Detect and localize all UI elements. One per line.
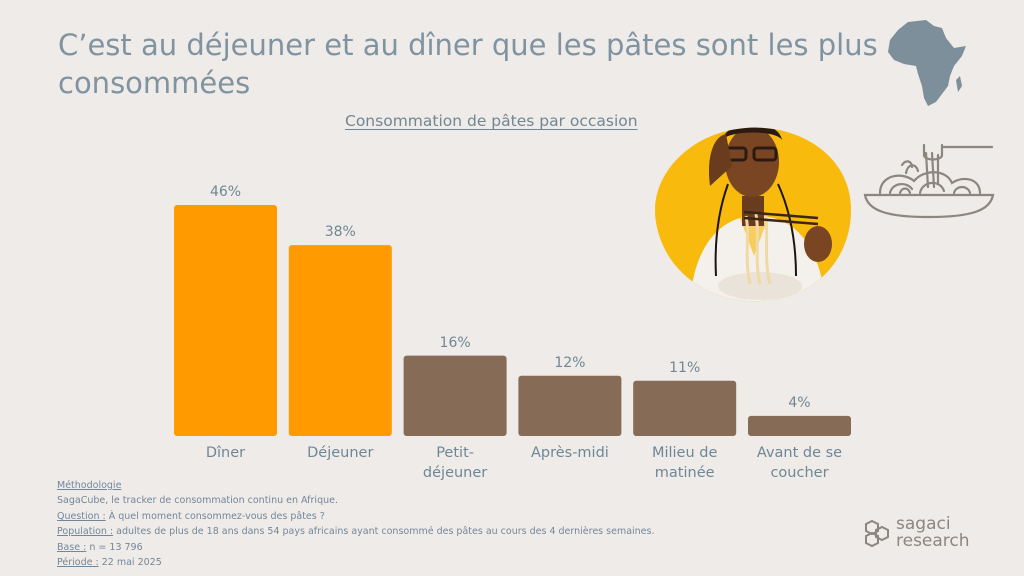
base-label: Base : — [57, 541, 87, 553]
sagaci-logo-text: sagaci research — [896, 516, 970, 550]
methodology-heading: Méthodologie — [57, 480, 122, 491]
logo-line-2: research — [896, 531, 970, 551]
methodology-description: SagaCube, le tracker de consommation con… — [57, 495, 338, 507]
category-label-4: Après-midi — [530, 445, 609, 461]
question-text: À quel moment consommez-vous des pâtes ? — [105, 510, 325, 522]
africa-map-icon — [888, 20, 966, 106]
sagaci-logo-icon — [865, 519, 889, 548]
value-label-4: 12% — [554, 354, 586, 371]
category-label-2: Déjeuner — [307, 445, 374, 461]
value-label-3: 16% — [439, 334, 471, 351]
bar-3 — [403, 355, 507, 436]
logo-line-1: sagaci — [896, 514, 951, 534]
question-label: Question : — [57, 510, 106, 522]
bar-2 — [288, 245, 392, 436]
category-label-6: Avant de se coucher — [756, 445, 843, 481]
bar-1 — [174, 205, 277, 436]
chart-subtitle: Consommation de pâtes par occasion — [345, 112, 638, 130]
population-text: adultes de plus de 18 ans dans 54 pays a… — [113, 526, 655, 538]
period-label: Période : — [57, 557, 99, 569]
page-title: C’est au déjeuner et au dîner que les pâ… — [58, 28, 878, 100]
woman-eating-noodles-photo — [655, 127, 852, 302]
value-label-2: 38% — [324, 224, 356, 241]
category-label-1: Dîner — [205, 445, 246, 461]
category-label-5: Milieu de matinée — [651, 445, 718, 481]
bar-6 — [748, 415, 851, 436]
value-label-1: 46% — [209, 184, 242, 200]
value-label-5: 11% — [669, 359, 701, 376]
pasta-bowl-icon — [863, 143, 995, 219]
population-label: Population : — [57, 526, 114, 538]
period-text: 22 mai 2025 — [98, 557, 162, 569]
value-label-6: 4% — [788, 394, 811, 411]
methodology-notes: Méthodologie SagaCube, le tracker de con… — [57, 478, 655, 570]
category-label-3: Petit-déjeuner — [422, 445, 488, 481]
bar-4 — [518, 375, 622, 436]
bar-5 — [633, 380, 737, 436]
base-text: n = 13 796 — [86, 541, 143, 553]
